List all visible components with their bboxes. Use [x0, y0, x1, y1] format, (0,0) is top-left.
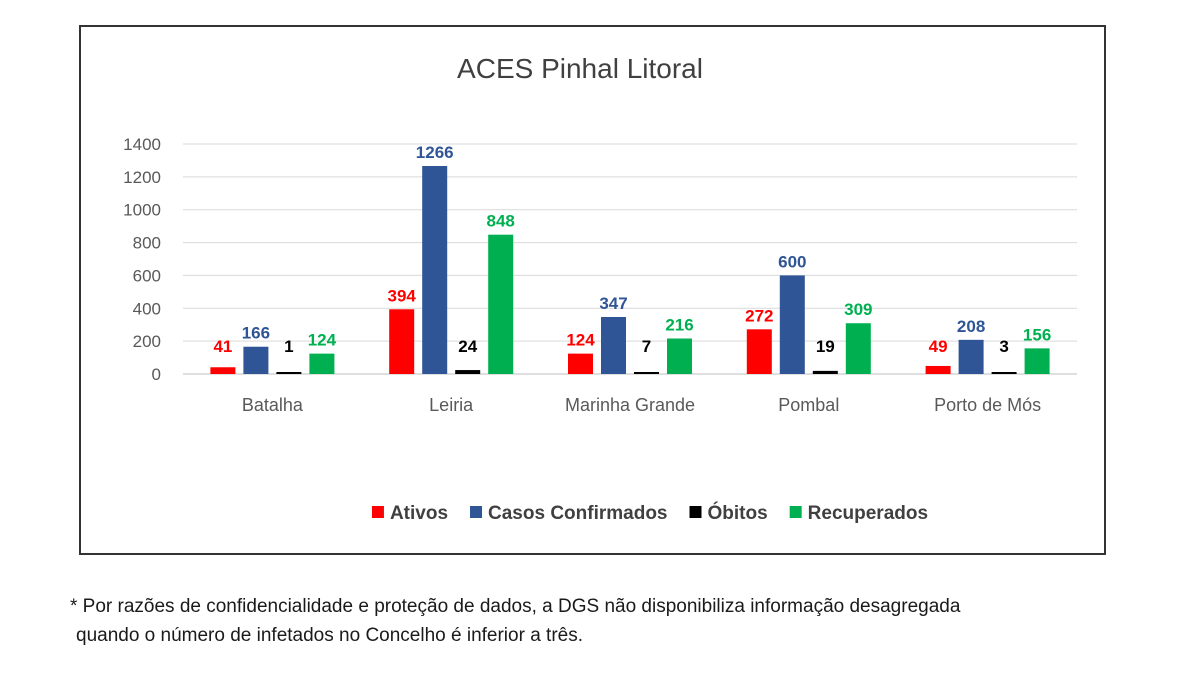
- bars: [210, 166, 1050, 374]
- y-tick-label: 400: [133, 299, 161, 318]
- bar: [958, 339, 984, 374]
- y-tick-label: 600: [133, 266, 161, 285]
- chart-frame: ACES Pinhal Litoral 0 200 400 600 800 1000 120…: [79, 25, 1106, 555]
- footnote-line-2: quando o número de infetados no Concelho…: [76, 625, 583, 646]
- data-label: 848: [487, 212, 515, 231]
- bar: [568, 353, 593, 374]
- x-axis-ticks: Batalha Leiria Marinha Grande Pombal Porto d…: [242, 395, 1041, 415]
- data-label: 41: [213, 337, 232, 356]
- data-label: 600: [778, 252, 806, 271]
- data-label: 49: [929, 337, 948, 356]
- data-label: 309: [844, 300, 872, 319]
- data-label: 208: [957, 317, 985, 336]
- x-tick-label: Batalha: [242, 395, 304, 415]
- bar: [812, 370, 838, 374]
- y-tick-label: 800: [133, 234, 161, 253]
- bar: [667, 338, 692, 374]
- data-label: 272: [745, 306, 773, 325]
- legend: Ativos Casos Confirmados Óbitos Recuperados: [371, 502, 928, 524]
- x-tick-label: Leiria: [429, 395, 474, 415]
- y-tick-label: 200: [133, 332, 161, 351]
- data-label: 124: [566, 331, 595, 350]
- data-label: 1266: [416, 143, 454, 162]
- y-tick-label: 0: [152, 365, 161, 384]
- bar: [455, 370, 481, 374]
- x-tick-label: Marinha Grande: [565, 395, 695, 415]
- legend-label: Casos Confirmados: [488, 503, 667, 524]
- bar: [746, 329, 772, 374]
- data-label: 156: [1023, 325, 1051, 344]
- data-label: 347: [599, 294, 627, 313]
- bar: [845, 323, 871, 374]
- data-label: 166: [242, 324, 270, 343]
- y-tick-label: 1400: [123, 135, 161, 154]
- footnote-line-1: * Por razões de confidencialidade e prot…: [70, 596, 961, 617]
- x-tick-label: Pombal: [778, 395, 839, 415]
- legend-swatch: [470, 506, 483, 518]
- data-label: 216: [665, 316, 693, 335]
- data-label: 19: [816, 337, 835, 356]
- bar: [276, 372, 302, 374]
- chart-title: ACES Pinhal Litoral: [457, 53, 703, 84]
- legend-swatch: [689, 506, 702, 518]
- bar: [210, 367, 236, 374]
- legend-label: Óbitos: [708, 502, 768, 524]
- bar: [488, 234, 514, 374]
- bar: [243, 346, 269, 374]
- legend-label: Ativos: [390, 503, 448, 524]
- legend-swatch: [789, 506, 802, 518]
- x-tick-label: Porto de Mós: [934, 395, 1041, 415]
- bar: [925, 365, 951, 374]
- legend-label: Recuperados: [808, 503, 928, 524]
- bar: [634, 372, 659, 374]
- data-label: 7: [642, 337, 651, 356]
- data-label: 394: [388, 286, 417, 305]
- y-tick-label: 1000: [123, 201, 161, 220]
- gridlines: [183, 143, 1077, 375]
- bar: [991, 372, 1017, 374]
- legend-swatch: [371, 506, 384, 518]
- y-tick-label: 1200: [123, 168, 161, 187]
- bar: [309, 353, 335, 374]
- bar: [389, 309, 415, 374]
- bar: [422, 166, 448, 374]
- data-label: 1: [284, 337, 293, 356]
- data-label: 24: [458, 337, 477, 356]
- footnote: * Por razões de confidencialidade e prot…: [70, 592, 1160, 650]
- data-label: 124: [308, 331, 337, 350]
- y-axis-ticks: 0 200 400 600 800 1000 1200 1400: [123, 135, 161, 384]
- bar: [779, 275, 805, 374]
- bar: [601, 316, 626, 374]
- bar: [1024, 348, 1050, 374]
- data-label: 3: [999, 337, 1008, 356]
- bar-chart: ACES Pinhal Litoral 02004006008001000120…: [123, 53, 1077, 524]
